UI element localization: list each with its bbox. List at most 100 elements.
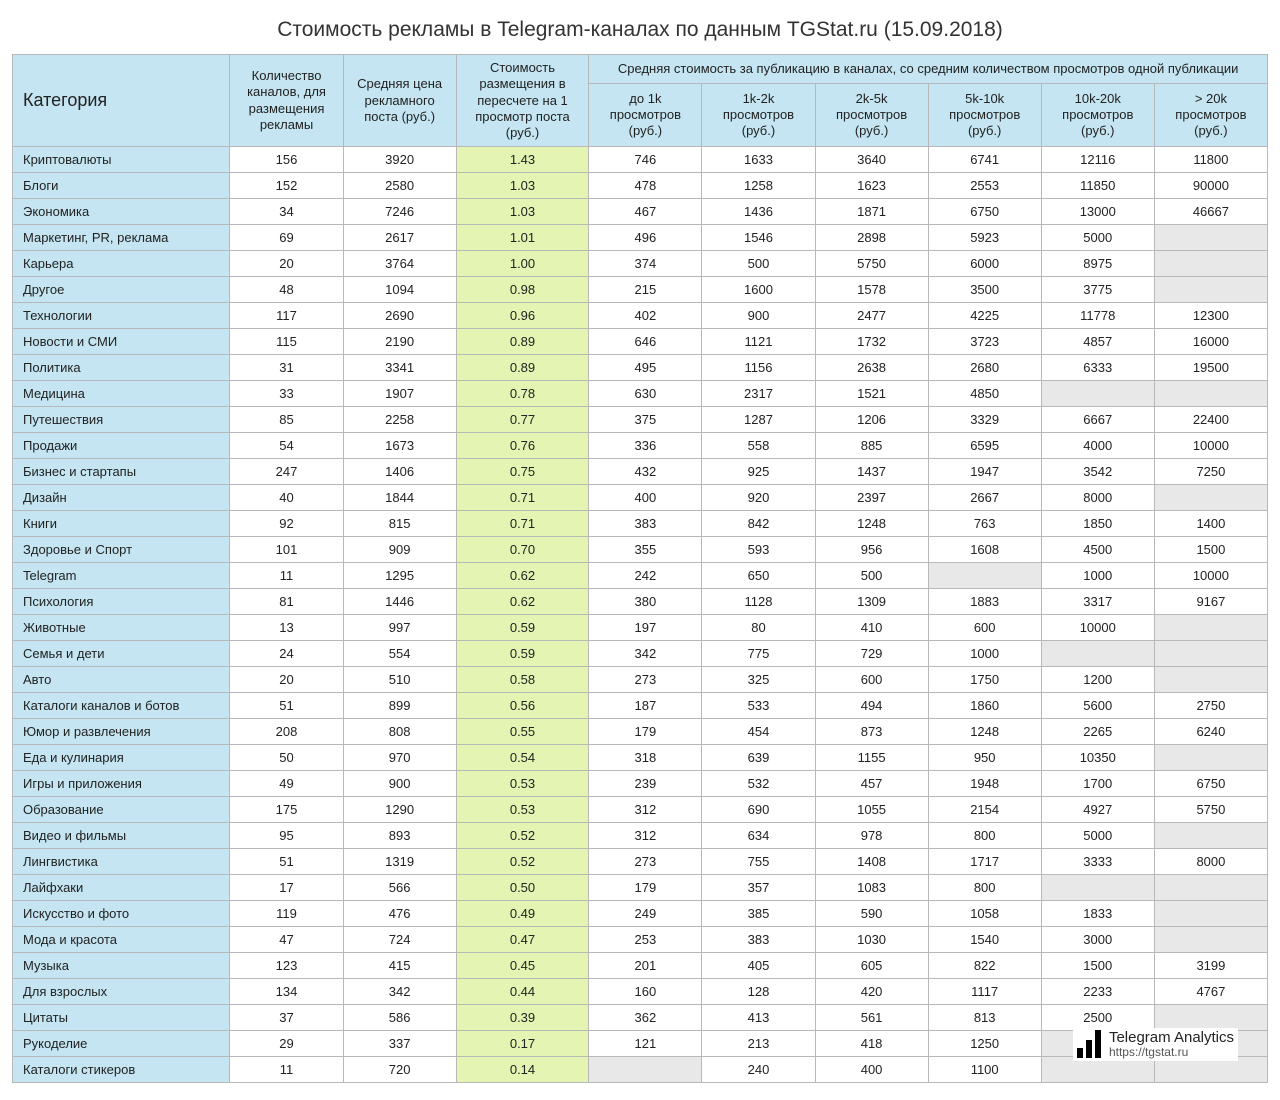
bucket-cell: 1200 xyxy=(1041,667,1154,693)
bucket-cell: 432 xyxy=(589,459,702,485)
avg-cell: 893 xyxy=(343,823,456,849)
per-view-cell: 0.14 xyxy=(456,1057,589,1083)
per-view-cell: 0.17 xyxy=(456,1031,589,1057)
bucket-cell xyxy=(1154,641,1267,667)
table-row: Видео и фильмы958930.523126349788005000 xyxy=(13,823,1268,849)
bucket-cell: 5000 xyxy=(1041,823,1154,849)
per-view-cell: 0.78 xyxy=(456,381,589,407)
count-cell: 20 xyxy=(230,667,343,693)
bucket-cell: 950 xyxy=(928,745,1041,771)
bucket-cell: 385 xyxy=(702,901,815,927)
avg-cell: 510 xyxy=(343,667,456,693)
avg-cell: 1406 xyxy=(343,459,456,485)
count-cell: 115 xyxy=(230,329,343,355)
bucket-cell: 2233 xyxy=(1041,979,1154,1005)
bucket-cell xyxy=(1154,927,1267,953)
category-cell: Искусство и фото xyxy=(13,901,230,927)
bucket-cell: 4927 xyxy=(1041,797,1154,823)
bucket-cell: 16000 xyxy=(1154,329,1267,355)
avg-cell: 566 xyxy=(343,875,456,901)
avg-cell: 415 xyxy=(343,953,456,979)
bucket-cell: 600 xyxy=(815,667,928,693)
bucket-cell: 755 xyxy=(702,849,815,875)
bucket-cell: 179 xyxy=(589,875,702,901)
bucket-cell: 1700 xyxy=(1041,771,1154,797)
bucket-cell: 160 xyxy=(589,979,702,1005)
bucket-cell: 457 xyxy=(815,771,928,797)
bucket-cell: 6750 xyxy=(1154,771,1267,797)
bucket-cell: 1578 xyxy=(815,277,928,303)
count-cell: 119 xyxy=(230,901,343,927)
bucket-cell: 342 xyxy=(589,641,702,667)
count-cell: 92 xyxy=(230,511,343,537)
category-cell: Книги xyxy=(13,511,230,537)
per-view-cell: 0.49 xyxy=(456,901,589,927)
count-cell: 47 xyxy=(230,927,343,953)
col-bucket-2: 1k-2k просмотров (руб.) xyxy=(702,83,815,146)
table-row: Музыка1234150.4520140560582215003199 xyxy=(13,953,1268,979)
bucket-cell: 593 xyxy=(702,537,815,563)
bucket-cell: 240 xyxy=(702,1057,815,1083)
count-cell: 50 xyxy=(230,745,343,771)
avg-cell: 2580 xyxy=(343,173,456,199)
count-cell: 54 xyxy=(230,433,343,459)
bucket-cell: 650 xyxy=(702,563,815,589)
bucket-cell: 3640 xyxy=(815,147,928,173)
bucket-cell: 10000 xyxy=(1154,563,1267,589)
bucket-cell: 1600 xyxy=(702,277,815,303)
brand-name: Telegram Analytics xyxy=(1109,1030,1234,1047)
bucket-cell: 187 xyxy=(589,693,702,719)
category-cell: Экономика xyxy=(13,199,230,225)
per-view-cell: 0.56 xyxy=(456,693,589,719)
bucket-cell xyxy=(1154,667,1267,693)
bucket-cell: 494 xyxy=(815,693,928,719)
bucket-cell: 239 xyxy=(589,771,702,797)
per-view-cell: 0.89 xyxy=(456,329,589,355)
bucket-cell: 1948 xyxy=(928,771,1041,797)
category-cell: Бизнес и стартапы xyxy=(13,459,230,485)
bucket-cell: 22400 xyxy=(1154,407,1267,433)
count-cell: 40 xyxy=(230,485,343,511)
bucket-cell xyxy=(1154,381,1267,407)
col-per-view: Стоимость размещения в пересчете на 1 пр… xyxy=(456,55,589,147)
per-view-cell: 0.62 xyxy=(456,563,589,589)
table-row: Политика3133410.894951156263826806333195… xyxy=(13,355,1268,381)
category-cell: Блоги xyxy=(13,173,230,199)
bucket-cell: 496 xyxy=(589,225,702,251)
avg-cell: 997 xyxy=(343,615,456,641)
table-row: Еда и кулинария509700.543186391155950103… xyxy=(13,745,1268,771)
bucket-cell: 1128 xyxy=(702,589,815,615)
category-cell: Каталоги каналов и ботов xyxy=(13,693,230,719)
bucket-cell: 362 xyxy=(589,1005,702,1031)
bucket-cell: 978 xyxy=(815,823,928,849)
bucket-cell: 1883 xyxy=(928,589,1041,615)
bucket-cell: 11778 xyxy=(1041,303,1154,329)
bucket-cell xyxy=(1154,277,1267,303)
per-view-cell: 0.96 xyxy=(456,303,589,329)
category-cell: Еда и кулинария xyxy=(13,745,230,771)
table-row: Образование17512900.53312690105521544927… xyxy=(13,797,1268,823)
table-row: Для взрослых1343420.44160128420111722334… xyxy=(13,979,1268,1005)
bucket-cell: 1155 xyxy=(815,745,928,771)
per-view-cell: 0.59 xyxy=(456,641,589,667)
avg-cell: 1295 xyxy=(343,563,456,589)
bucket-cell: 8000 xyxy=(1154,849,1267,875)
bucket-cell: 4850 xyxy=(928,381,1041,407)
per-view-cell: 0.62 xyxy=(456,589,589,615)
category-cell: Образование xyxy=(13,797,230,823)
bucket-cell: 763 xyxy=(928,511,1041,537)
bucket-cell: 532 xyxy=(702,771,815,797)
per-view-cell: 0.50 xyxy=(456,875,589,901)
bucket-cell: 400 xyxy=(589,485,702,511)
bucket-cell: 1436 xyxy=(702,199,815,225)
table-row: Каталоги каналов и ботов518990.561875334… xyxy=(13,693,1268,719)
bucket-cell: 729 xyxy=(815,641,928,667)
bucket-cell: 90000 xyxy=(1154,173,1267,199)
bucket-cell: 312 xyxy=(589,823,702,849)
avg-cell: 1844 xyxy=(343,485,456,511)
bucket-cell: 357 xyxy=(702,875,815,901)
table-row: Технологии11726900.964029002477422511778… xyxy=(13,303,1268,329)
count-cell: 69 xyxy=(230,225,343,251)
bucket-cell: 2750 xyxy=(1154,693,1267,719)
col-bucket-1: до 1k просмотров (руб.) xyxy=(589,83,702,146)
